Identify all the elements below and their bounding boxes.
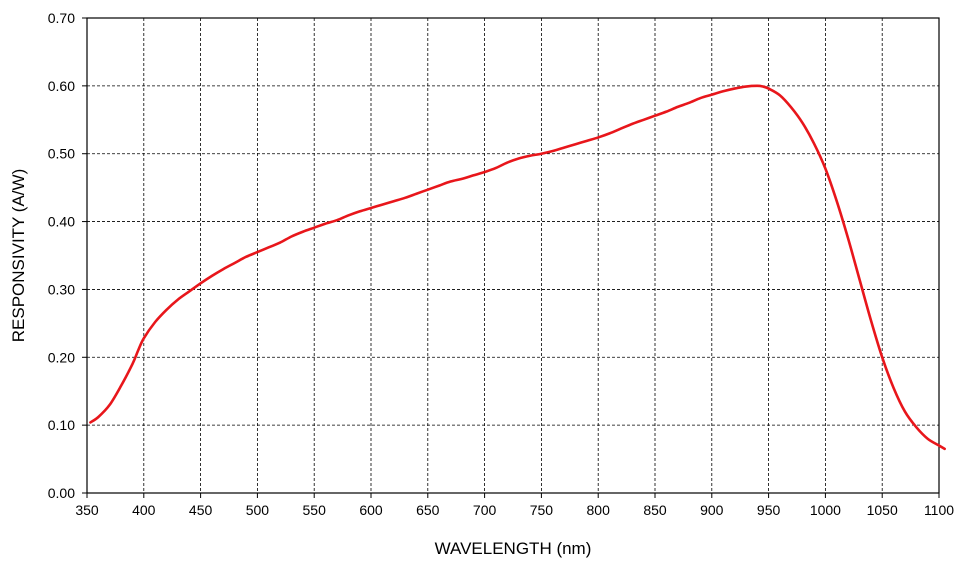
x-tick-label: 450 [189,502,213,518]
x-axis-title: WAVELENGTH (nm) [435,539,592,558]
x-tick-label: 1000 [810,502,841,518]
y-tick-label: 0.10 [48,417,75,433]
x-tick-label: 350 [75,502,99,518]
y-tick-label: 0.70 [48,10,75,26]
x-tick-label: 800 [587,502,611,518]
y-tick-label: 0.60 [48,78,75,94]
x-tick-label: 500 [246,502,270,518]
series-line-responsivity [89,84,946,451]
x-tick-label: 700 [473,502,497,518]
x-tick-label: 600 [359,502,383,518]
x-tick-label: 900 [700,502,724,518]
x-tick-label: 950 [757,502,781,518]
series-lines [89,84,946,451]
y-tick-label: 0.30 [48,281,75,297]
y-tick-label: 0.40 [48,214,75,230]
y-tick-label: 0.20 [48,349,75,365]
y-axis-title: RESPONSIVITY (A/W) [9,169,28,343]
x-axis-ticks: 350 400 450 500 550 600 650 700 750 800 850 900 950 1… [75,493,954,518]
x-tick-label: 850 [643,502,667,518]
y-tick-label: 0.50 [48,146,75,162]
plot-area [86,17,940,494]
grid-lines [87,18,939,493]
y-tick-label: 0.00 [48,485,75,501]
x-tick-label: 550 [303,502,327,518]
x-tick-label: 1100 [924,502,954,518]
x-tick-label: 1050 [867,502,898,518]
x-tick-label: 750 [530,502,554,518]
y-axis-ticks: 0.00 0.10 0.20 0.30 0.40 0.50 0.60 0.70 [48,10,87,501]
x-tick-label: 400 [132,502,156,518]
x-tick-label: 650 [416,502,440,518]
